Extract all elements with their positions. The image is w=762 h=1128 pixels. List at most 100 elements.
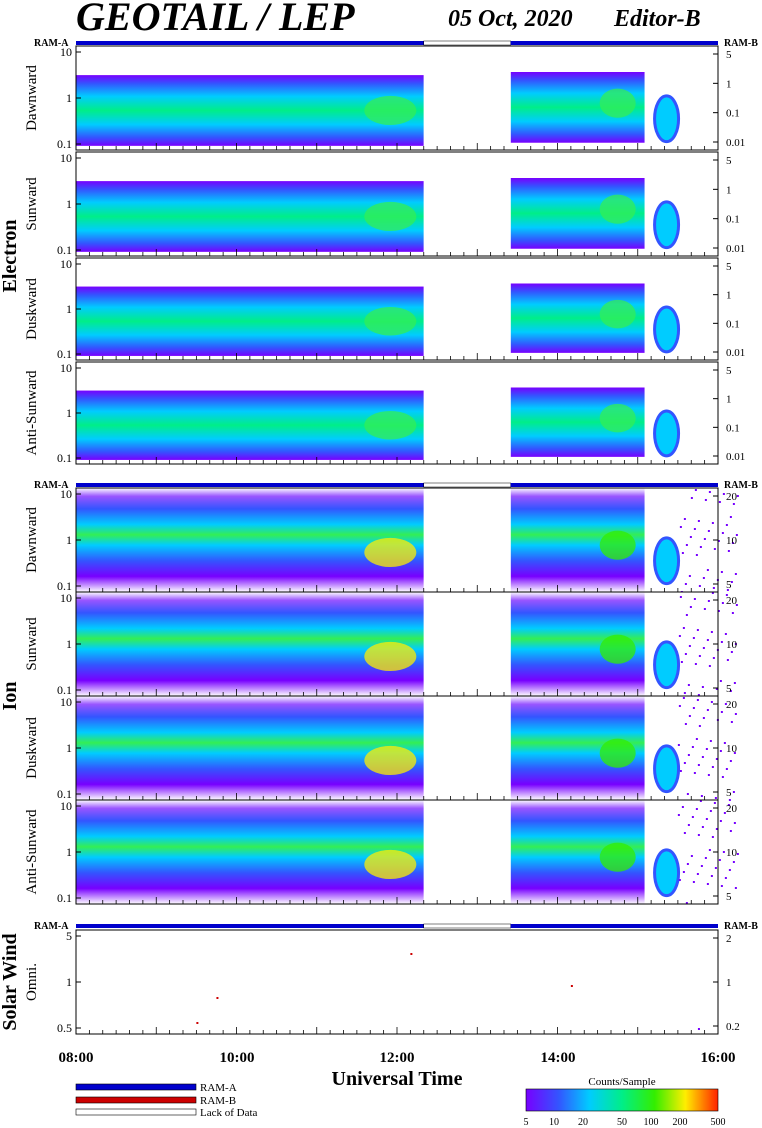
spectrogram-noise [729,690,732,692]
x-tick-1600: 16:00 [701,1050,736,1066]
spectrogram-noise [692,707,695,709]
ram-b-label: RAM-B [724,38,758,49]
spectrogram-noise [727,804,730,806]
spectrogram-noise [720,885,723,887]
spectrogram-noise [693,772,696,774]
spectrogram-noise [708,665,711,667]
solar-wind-point [216,997,219,999]
colorbar-tick: 5 [524,1117,529,1128]
y-tick-right: 10 [726,743,738,755]
y-tick-right: 1 [726,290,732,302]
spectrogram-noise [684,653,687,655]
x-tick-1200: 12:00 [380,1050,415,1066]
spectrogram-noise [711,766,714,768]
spectrogram-noise [682,697,685,699]
spectrogram-core [599,194,636,224]
spectrogram-noise [724,633,727,635]
spectrogram-noise [687,684,690,686]
spectrogram-noise [689,536,692,538]
ram-a-label: RAM-A [34,921,69,932]
y-tick-left: 0.5 [57,1021,72,1035]
spectrogram-noise [720,711,723,713]
y-tick-left: 1 [66,406,72,420]
spectrogram-core [599,842,636,872]
spectrogram-noise [697,764,700,766]
spectrogram-noise [701,756,704,758]
spectrogram-core [364,849,417,880]
spectrogram-noise [728,869,731,871]
spectrogram-noise [697,520,700,522]
x-axis-label: Universal Time [332,1068,463,1090]
y-tick-right: 0.1 [726,318,740,330]
y-tick-right: 20 [726,595,738,607]
ram-status-bar [76,41,424,45]
spectrogram-noise [717,540,720,542]
y-tick-left: 1 [66,845,72,859]
spectrogram-noise [731,612,734,614]
spectrogram-noise [730,721,733,723]
spectrogram-noise [734,713,737,715]
spectrogram-noise [684,723,687,725]
section-label-electron: Electron [0,220,21,293]
spectrogram-noise [734,643,737,645]
panel-label: Dawnward [24,65,40,131]
y-tick-right: 5 [726,365,732,377]
spectrogram-core [599,530,636,560]
spectrogram-noise [712,587,715,589]
solar-wind-point [697,1028,700,1030]
spectrogram-noise [696,699,699,701]
spectrogram-noise [699,546,702,548]
spectrogram-noise [683,692,686,694]
ram-status-bar [510,483,718,487]
panel-label: Anti-Sunward [24,809,40,894]
spectrogram-noise [694,489,697,491]
spectrogram-noise [682,627,685,629]
data-gap [423,488,511,592]
spectrogram-tail [653,536,681,586]
spectrogram-noise [725,768,728,770]
y-tick-left: 0.1 [57,579,72,593]
panel-label: Duskward [24,717,40,779]
spectrogram-noise [732,861,735,863]
spectrogram-tail [653,409,681,458]
spectrogram-noise [733,822,736,824]
panel-label: Sunward [24,177,40,231]
spectrogram-noise [682,871,685,873]
spectrogram-noise [695,808,698,810]
spectrogram-noise [705,818,708,820]
spectrogram-noise [732,791,735,793]
spectrogram-noise [711,836,714,838]
spectrogram-noise [729,760,732,762]
spectrogram-noise [677,744,680,746]
spectrogram-noise [715,688,718,690]
spectrogram-noise [719,680,722,682]
solar-wind-point [196,1022,199,1024]
panel-label: Sunward [24,617,40,671]
spectrogram-noise [683,832,686,834]
spectrogram-noise [680,661,683,663]
y-tick-right: 0.1 [726,214,740,226]
y-tick-left: 0.1 [57,137,72,151]
y-tick-right: 5 [726,787,732,799]
spectrogram-noise [734,887,737,889]
ram-b-label: RAM-B [724,480,758,491]
legend-swatch-ram-a [75,1083,197,1091]
data-gap [423,46,511,150]
spectrogram-noise [704,857,707,859]
spectrogram-noise [715,828,718,830]
data-gap [423,800,511,904]
spectrogram-noise [736,853,739,855]
spectrogram-noise [735,534,738,536]
colorbar-tick: 100 [644,1117,659,1128]
spectrogram-noise [734,573,737,575]
spectrogram-noise [715,758,718,760]
spectrogram-noise [725,594,728,596]
y-tick-right: 1 [726,78,732,90]
spectrogram-noise [679,770,682,772]
legend-label-lack: Lack of Data [200,1107,258,1119]
spectrogram-core [599,299,636,329]
spectrogram-noise [687,754,690,756]
spectrogram-noise [685,544,688,546]
y-tick-right: 5 [726,49,732,61]
